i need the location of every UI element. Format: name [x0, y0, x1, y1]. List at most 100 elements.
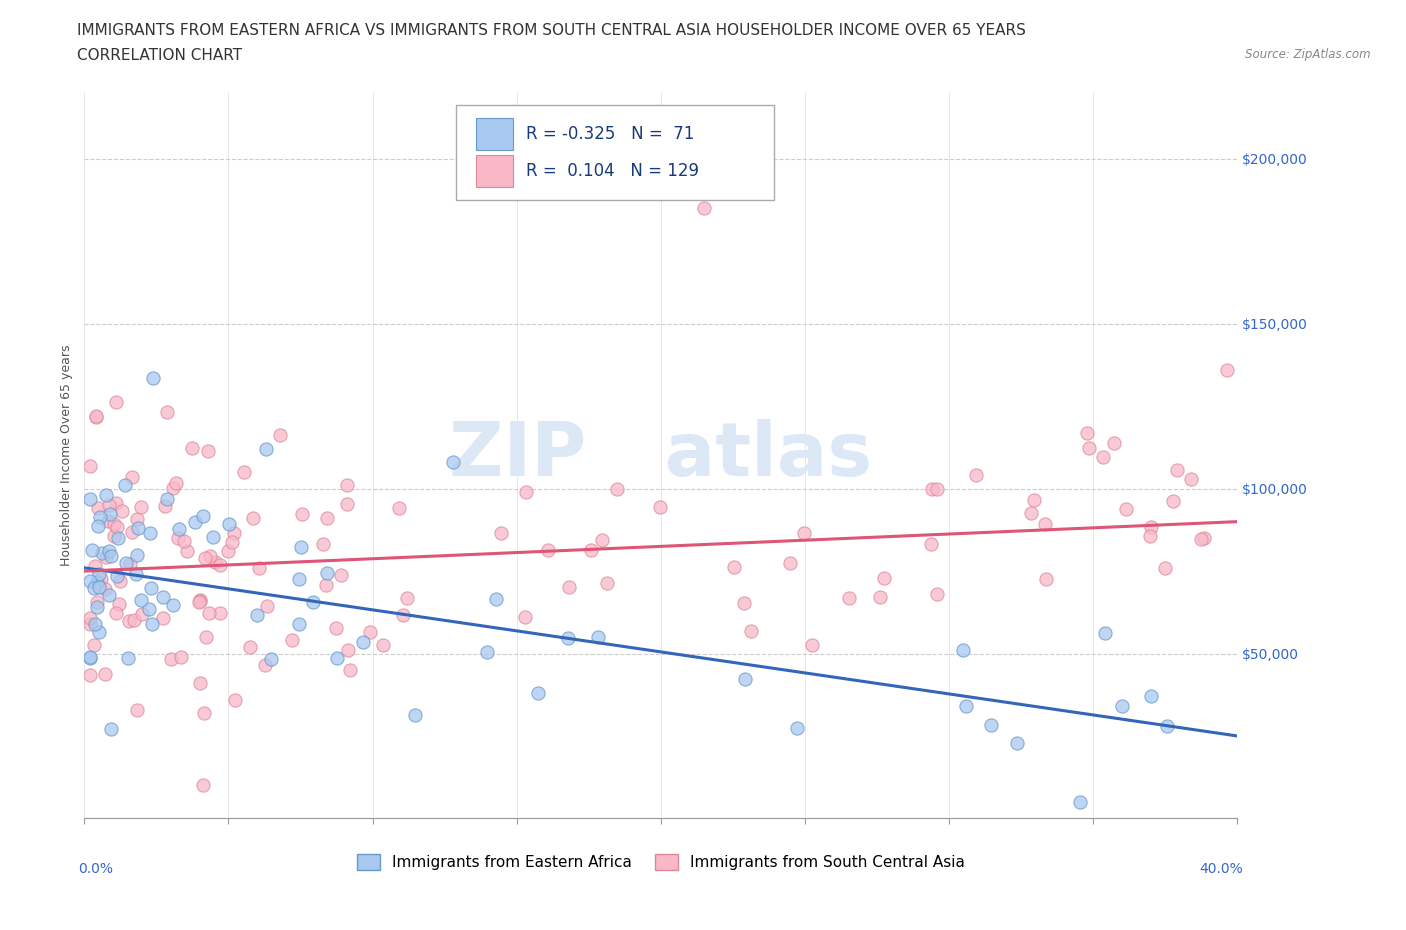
Point — [153, 498, 176, 513]
Point — [79, 617, 101, 631]
Point — [606, 482, 628, 497]
Point — [79, 491, 101, 506]
Point — [127, 512, 149, 526]
Point — [197, 444, 219, 458]
Point — [156, 405, 179, 419]
Text: CORRELATION CHART: CORRELATION CHART — [77, 48, 242, 63]
Text: 40.0%: 40.0% — [1199, 862, 1243, 876]
Point — [371, 638, 394, 653]
Point — [87, 567, 110, 582]
Point — [107, 597, 129, 612]
Point — [952, 643, 974, 658]
Point — [198, 549, 221, 564]
Point — [79, 611, 101, 626]
Point — [97, 513, 120, 528]
Point — [84, 559, 107, 574]
Point — [195, 630, 218, 644]
Point — [1094, 626, 1116, 641]
Point — [1033, 517, 1056, 532]
Point — [162, 598, 184, 613]
Point — [86, 575, 108, 590]
Point — [93, 581, 115, 596]
Point — [104, 394, 127, 409]
Point — [260, 651, 283, 666]
Point — [965, 468, 987, 483]
Point — [87, 624, 110, 639]
Point — [290, 539, 312, 554]
Point — [301, 595, 323, 610]
Point — [98, 588, 121, 603]
Point — [337, 643, 360, 658]
Point — [921, 482, 943, 497]
Point — [740, 623, 762, 638]
Point — [1154, 560, 1177, 575]
Point — [1192, 530, 1215, 545]
Point — [1216, 363, 1239, 378]
Point — [160, 651, 183, 666]
Point — [141, 617, 163, 631]
Point — [579, 543, 602, 558]
Point — [586, 630, 609, 644]
Point — [86, 599, 108, 614]
Point — [100, 549, 122, 564]
Point — [873, 570, 896, 585]
FancyBboxPatch shape — [456, 105, 773, 200]
Point — [94, 488, 117, 503]
Point — [591, 533, 613, 548]
Point — [1115, 501, 1137, 516]
Point — [391, 607, 413, 622]
Point — [108, 573, 131, 588]
Point — [557, 631, 579, 645]
Point — [315, 510, 337, 525]
Point — [188, 593, 211, 608]
Point — [90, 571, 112, 586]
Point — [1035, 572, 1057, 587]
Point — [733, 595, 755, 610]
Point — [131, 592, 153, 607]
Point — [734, 672, 756, 687]
Point — [288, 572, 311, 587]
Point — [335, 497, 357, 512]
Point — [86, 595, 108, 610]
Point — [209, 557, 232, 572]
Point — [287, 617, 309, 631]
Point — [84, 408, 107, 423]
Point — [114, 478, 136, 493]
Point — [127, 548, 149, 563]
Point — [920, 537, 942, 551]
Point — [87, 500, 110, 515]
Point — [79, 650, 101, 665]
Point — [188, 594, 211, 609]
Point — [165, 475, 187, 490]
Point — [188, 594, 211, 609]
Point — [80, 543, 103, 558]
Point — [107, 531, 129, 546]
Point — [1140, 520, 1163, 535]
Point — [1005, 736, 1028, 751]
Point — [723, 559, 745, 574]
Point — [121, 470, 143, 485]
Point — [105, 520, 128, 535]
Point — [176, 543, 198, 558]
Point — [103, 529, 125, 544]
Point — [253, 658, 276, 673]
Point — [242, 511, 264, 525]
Point — [194, 551, 217, 565]
Point — [326, 650, 349, 665]
Point — [291, 506, 314, 521]
Point — [87, 579, 110, 594]
Text: R =  0.104   N = 129: R = 0.104 N = 129 — [526, 162, 699, 179]
Point — [315, 578, 337, 592]
Point — [162, 481, 184, 496]
Point — [87, 518, 110, 533]
Point — [1139, 689, 1161, 704]
Text: Source: ZipAtlas.com: Source: ZipAtlas.com — [1246, 48, 1371, 61]
Point — [217, 543, 239, 558]
Point — [170, 649, 193, 664]
Point — [131, 606, 153, 621]
Point — [204, 555, 226, 570]
Point — [1111, 699, 1133, 714]
Point — [98, 544, 121, 559]
Point — [83, 638, 105, 653]
Point — [193, 509, 215, 524]
